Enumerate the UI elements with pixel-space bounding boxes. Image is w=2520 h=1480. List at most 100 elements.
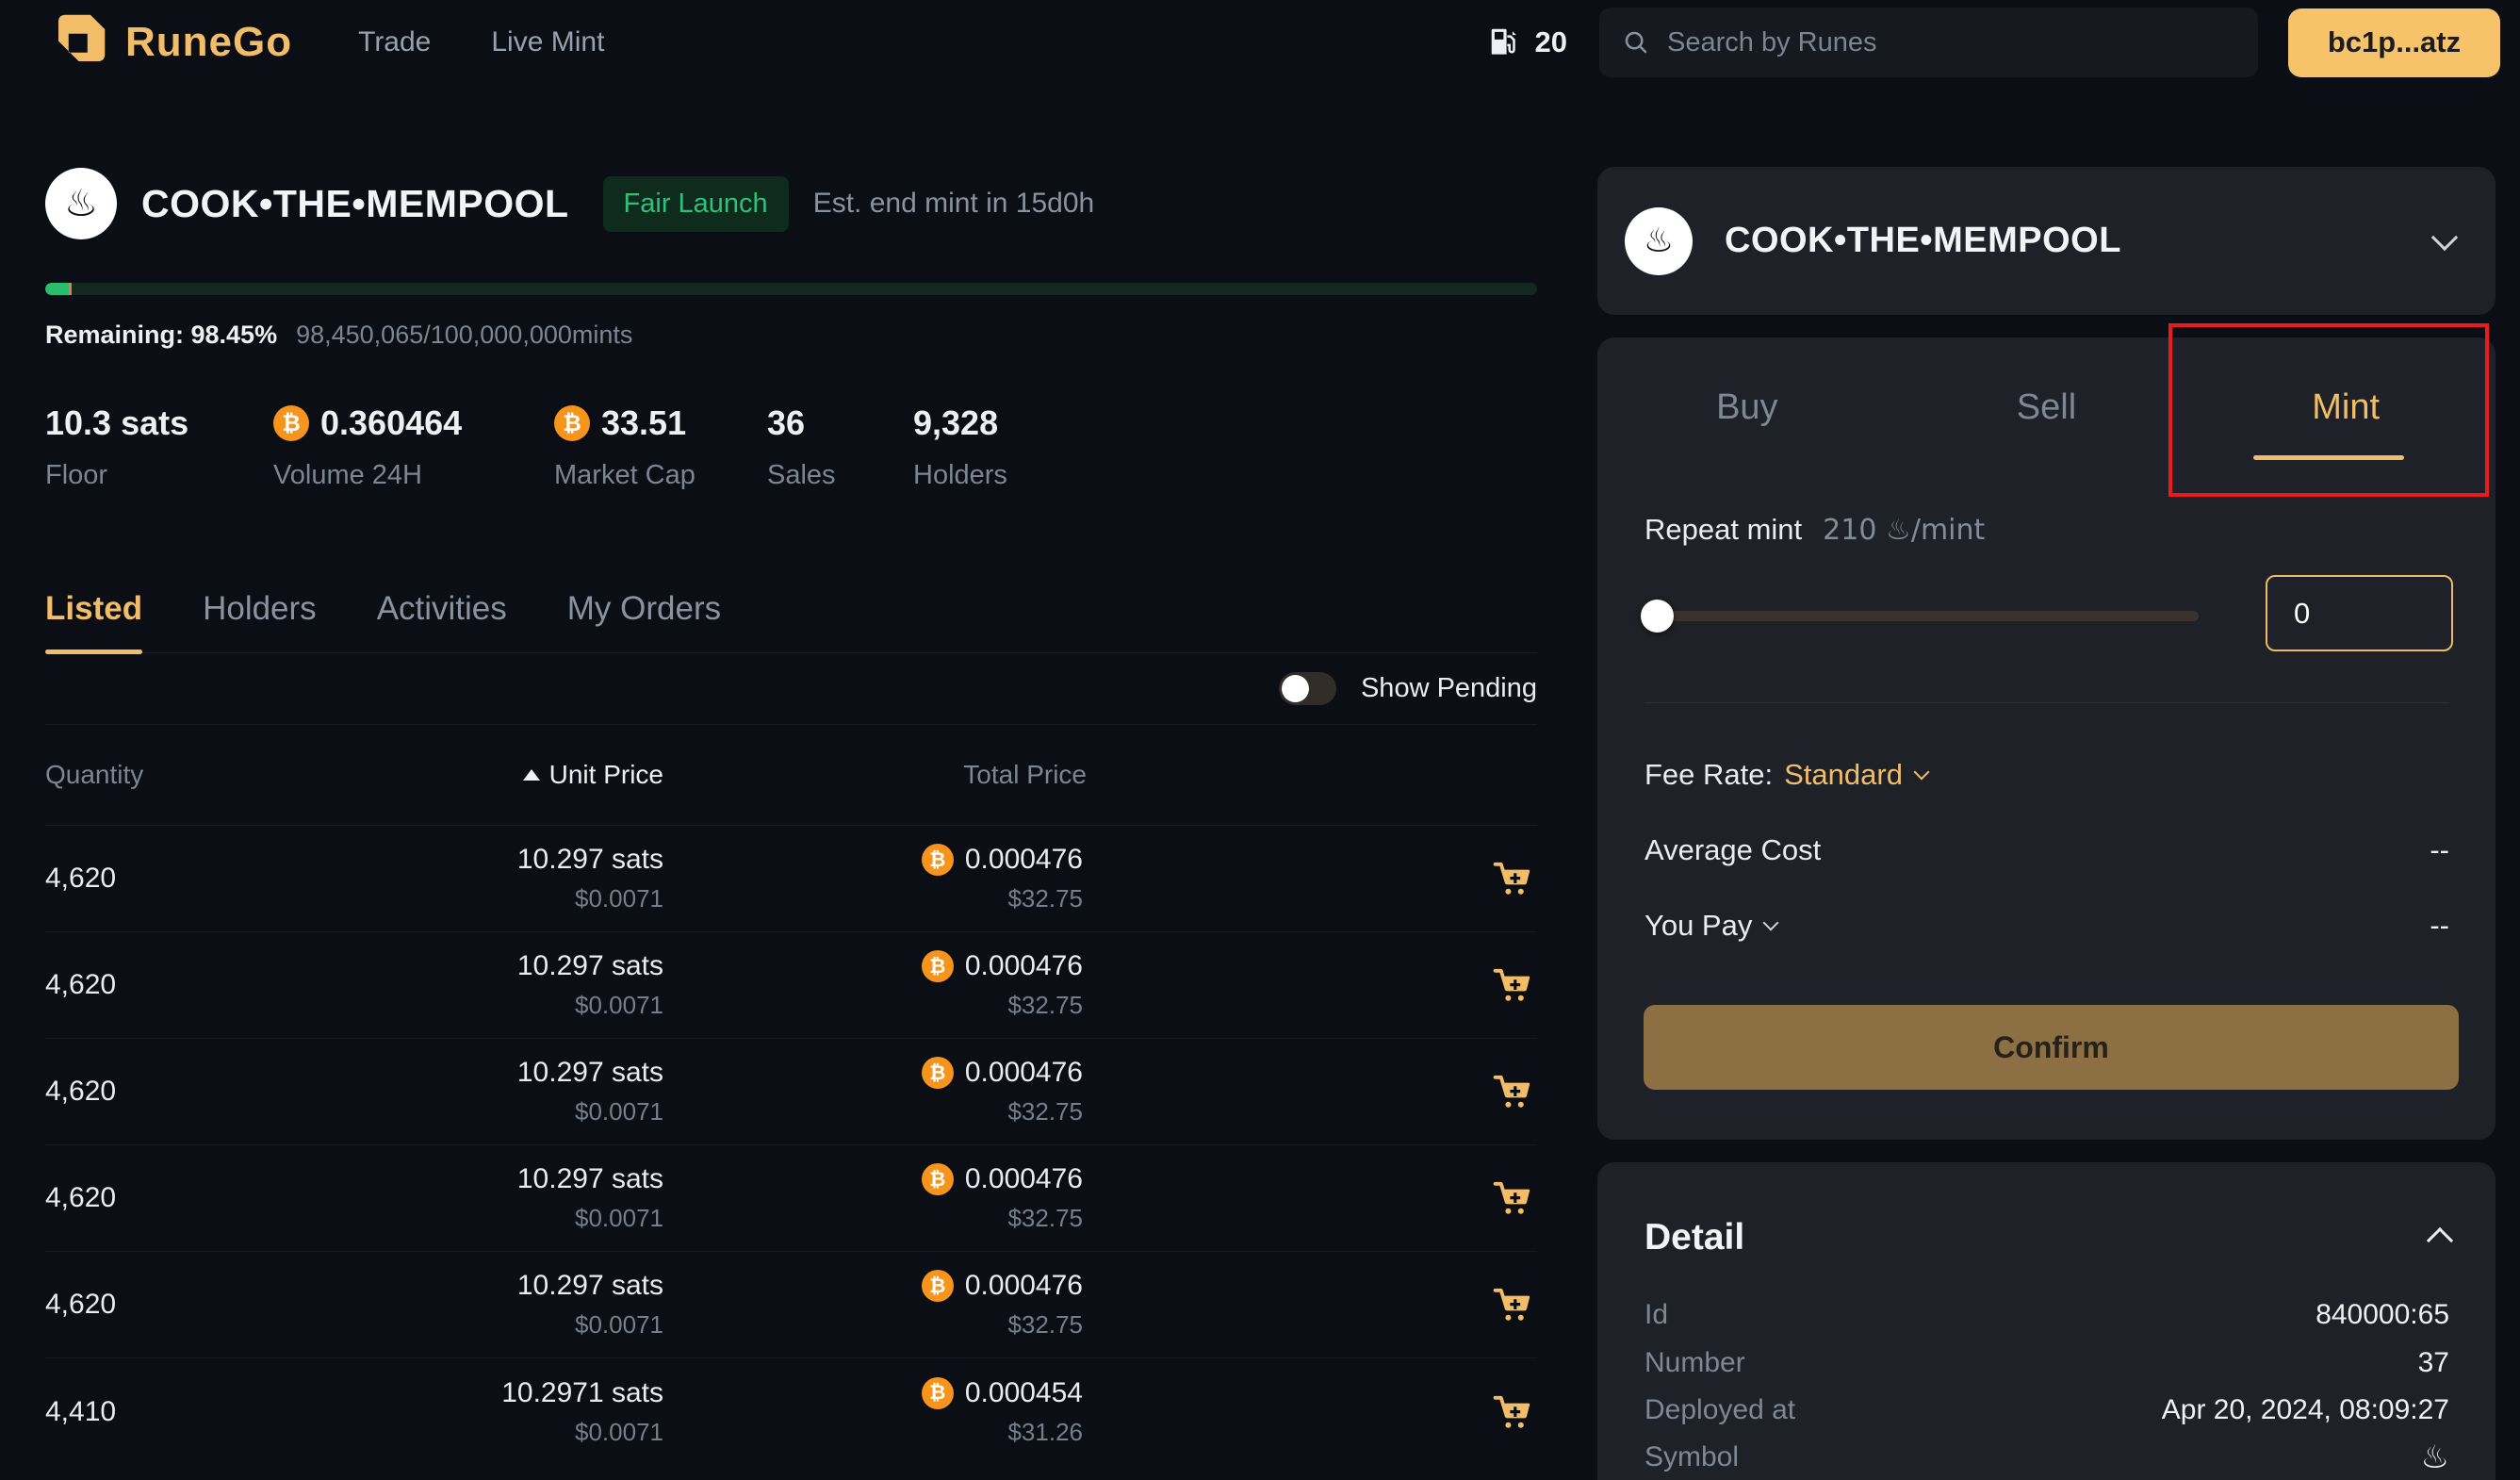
stat-volume-label: Volume 24H	[273, 460, 422, 490]
bitcoin-icon: ₿	[921, 1270, 954, 1302]
search-bar[interactable]	[1599, 8, 2258, 77]
stat-floor: 10.3 sats Floor	[45, 403, 273, 491]
tab-buy[interactable]: Buy	[1716, 386, 1778, 427]
chevron-down-icon[interactable]	[2430, 223, 2459, 251]
stat-marketcap-label: Market Cap	[554, 460, 695, 490]
token-avatar: ♨	[45, 168, 117, 239]
bitcoin-icon: ₿	[921, 950, 954, 982]
you-pay-value: --	[2430, 909, 2449, 942]
stat-holders-value: 9,328	[913, 403, 999, 442]
stat-sales-label: Sales	[767, 460, 836, 490]
you-pay-label[interactable]: You Pay	[1645, 909, 1779, 943]
token-stats: 10.3 sats Floor ₿ 0.360464 Volume 24H ₿ 33…	[45, 403, 1007, 491]
add-to-cart-icon[interactable]	[1490, 856, 1535, 901]
stat-floor-value: 10.3 sats	[45, 403, 189, 442]
nav-trade[interactable]: Trade	[358, 26, 432, 58]
tab-my-orders[interactable]: My Orders	[566, 590, 722, 627]
show-pending-toggle[interactable]	[1278, 672, 1336, 705]
detail-row-number: Number 37	[1645, 1347, 2449, 1378]
search-icon	[1625, 31, 1647, 54]
chevron-down-icon[interactable]	[1762, 914, 1779, 931]
divider	[1645, 702, 2449, 703]
table-row: 4,620 10.297 sats $0.0071 ₿ 0.000476 $32.75	[45, 1145, 1537, 1252]
tab-holders[interactable]: Holders	[203, 590, 317, 627]
add-to-cart-icon[interactable]	[1490, 962, 1535, 1008]
stat-floor-label: Floor	[45, 460, 108, 490]
col-unit-price[interactable]: Unit Price	[281, 760, 667, 790]
tab-sell[interactable]: Sell	[2016, 386, 2077, 427]
stat-marketcap-value: 33.51	[601, 403, 687, 442]
selected-token-name: COOK•THE•MEMPOOL	[1725, 221, 2121, 260]
detail-row-deployed-at: Deployed at Apr 20, 2024, 08:09:27	[1645, 1394, 2449, 1425]
listed-table-header: Quantity Unit Price Total Price	[45, 725, 1537, 826]
trade-tabs: Buy Sell Mint	[1597, 337, 2495, 460]
remaining-percent: Remaining: 98.45%	[45, 321, 278, 349]
chevron-down-icon[interactable]	[1913, 764, 1930, 781]
brand-name: RuneGo	[125, 19, 293, 65]
search-input[interactable]	[1667, 26, 2235, 58]
add-to-cart-icon[interactable]	[1490, 1176, 1535, 1221]
mint-amount-slider-handle[interactable]	[1641, 600, 1674, 633]
hot-springs-icon: ♨	[1643, 221, 1675, 260]
table-row: 4,410 10.2971 sats $0.0071 ₿ 0.000454 $31.2…	[45, 1358, 1537, 1465]
add-to-cart-icon[interactable]	[1490, 1390, 1535, 1435]
runego-logo-icon	[57, 14, 106, 62]
confirm-button[interactable]: Confirm	[1644, 1005, 2459, 1090]
token-avatar: ♨	[1625, 206, 1693, 275]
remaining-fraction: 98,450,065/100,000,000mints	[296, 321, 633, 349]
add-to-cart-icon[interactable]	[1490, 1069, 1535, 1114]
market-tabs: Listed Holders Activities My Orders	[45, 566, 1537, 654]
mint-progress-marker	[68, 283, 72, 295]
table-row: 4,620 10.297 sats $0.0071 ₿ 0.000476 $32.75	[45, 1252, 1537, 1358]
detail-header[interactable]: Detail	[1645, 1215, 2454, 1260]
token-selector-card[interactable]: ♨ COOK•THE•MEMPOOL	[1597, 167, 2495, 315]
stat-volume-value: 0.360464	[320, 403, 463, 442]
table-row: 4,620 10.297 sats $0.0071 ₿ 0.000476 $32.75	[45, 826, 1537, 932]
stat-marketcap: ₿ 33.51 Market Cap	[554, 403, 767, 491]
repeat-mint-rate: 210 ♨/mint	[1823, 514, 1986, 547]
chevron-up-icon[interactable]	[2426, 1226, 2454, 1255]
repeat-mint-label: Repeat mint	[1645, 513, 1803, 546]
fee-rate-row: Fee Rate: Standard	[1645, 752, 1930, 798]
top-header: RuneGo Trade Live Mint 20	[0, 0, 2520, 85]
detail-card: Detail Id 840000:65 Number 37 Deployed a…	[1597, 1162, 2495, 1480]
mint-amount-slider-track[interactable]	[1652, 611, 2199, 621]
you-pay-row: You Pay --	[1645, 903, 2449, 948]
stat-holders: 9,328 Holders	[913, 403, 1007, 491]
show-pending-row: Show Pending	[45, 653, 1537, 725]
stat-sales-value: 36	[767, 403, 806, 442]
hot-springs-icon: ♨	[64, 182, 98, 225]
bitcoin-icon: ₿	[921, 1163, 954, 1195]
hot-springs-icon: ♨	[2420, 1439, 2449, 1476]
average-cost-row: Average Cost --	[1645, 828, 2449, 873]
bitcoin-icon: ₿	[921, 1057, 954, 1089]
bitcoin-icon: ₿	[554, 405, 590, 441]
token-header: ♨ COOK•THE•MEMPOOL Fair Launch Est. end …	[45, 168, 1094, 239]
add-to-cart-icon[interactable]	[1490, 1282, 1535, 1327]
active-tab-underline	[2253, 455, 2404, 460]
mint-progress-bar	[45, 283, 1537, 295]
fee-rate-value[interactable]: Standard	[1784, 758, 1903, 791]
wallet-address-button[interactable]: bc1p...atz	[2288, 8, 2500, 77]
fair-launch-badge: Fair Launch	[602, 175, 789, 232]
mint-amount-input[interactable]: 0	[2266, 575, 2453, 651]
mint-progress-fill	[45, 283, 69, 295]
main-nav: Trade Live Mint	[358, 26, 604, 58]
header-right: 20 bc1p...atz	[1487, 8, 2500, 77]
table-row: 4,620 10.297 sats $0.0071 ₿ 0.000476 $32.75	[45, 932, 1537, 1039]
brand-logo[interactable]: RuneGo	[42, 8, 292, 77]
listed-table-body: 4,620 10.297 sats $0.0071 ₿ 0.000476 $32.75…	[45, 826, 1537, 1465]
sort-asc-icon	[522, 769, 540, 781]
stat-sales: 36 Sales	[767, 403, 913, 491]
tab-listed[interactable]: Listed	[45, 590, 143, 654]
tab-mint[interactable]: Mint	[2312, 386, 2381, 427]
gas-fee-value: 20	[1534, 25, 1567, 58]
repeat-mint-row: Repeat mint 210 ♨/mint	[1645, 513, 1985, 547]
bitcoin-icon: ₿	[921, 1376, 954, 1409]
detail-row-id: Id 840000:65	[1645, 1299, 2449, 1330]
average-cost-value: --	[2430, 833, 2449, 866]
col-quantity: Quantity	[45, 760, 144, 789]
tab-activities[interactable]: Activities	[376, 590, 507, 627]
nav-live-mint[interactable]: Live Mint	[491, 26, 605, 58]
mint-end-estimate: Est. end mint in 15d0h	[812, 188, 1095, 219]
